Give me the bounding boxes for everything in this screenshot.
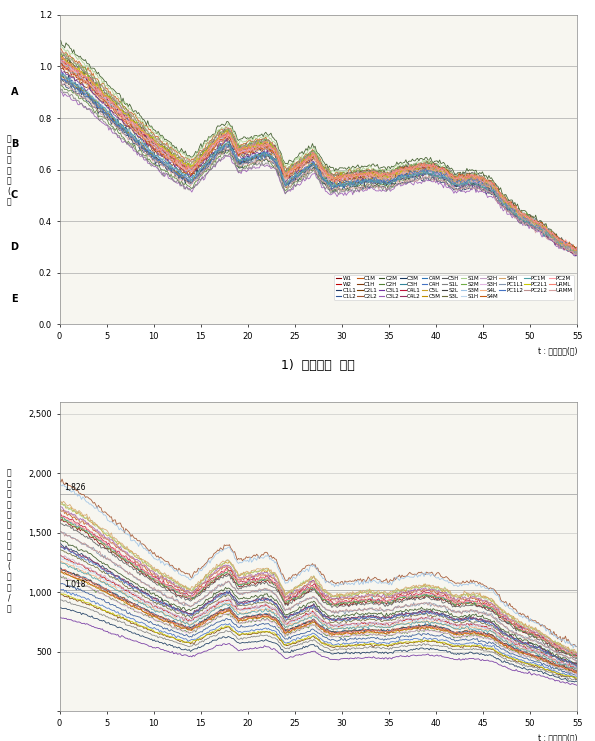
Text: A: A	[11, 87, 18, 97]
Text: 1,018: 1,018	[64, 579, 86, 588]
Legend: W1, W2, C1L1, C1L2, C1M, C1H, C2L1, C2L2, C2M, C2H, C3L1, C3L2, C3M, C3H, C4L1, : W1, W2, C1L1, C1L2, C1M, C1H, C2L1, C2L2…	[334, 275, 574, 300]
Text: t : 경과연수(년): t : 경과연수(년)	[538, 733, 577, 741]
Text: C: C	[11, 190, 18, 200]
Text: 1,826: 1,826	[64, 483, 86, 492]
Text: 현
존
가
치
환
산
평
가
액
(
만
원
/
㎡: 현 존 가 치 환 산 평 가 액 ( 만 원 / ㎡	[7, 469, 11, 613]
Text: D: D	[10, 242, 18, 252]
Text: E: E	[11, 293, 18, 304]
Text: 성
별
지
지
수
(
트: 성 별 지 지 수 ( 트	[7, 135, 11, 206]
Text: B: B	[11, 139, 18, 149]
Title: 1)  성능곡선  모델: 1) 성능곡선 모델	[281, 359, 355, 372]
Text: t : 경과연수(년): t : 경과연수(년)	[538, 346, 577, 355]
